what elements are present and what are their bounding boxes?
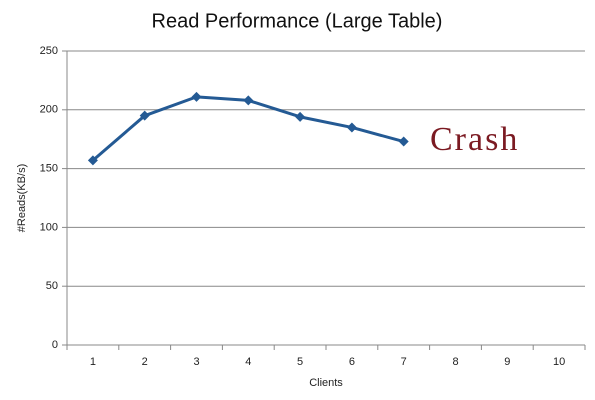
- annotation: Crash: [430, 121, 519, 158]
- x-tick-label: 4: [245, 356, 251, 368]
- data-point: [191, 91, 202, 102]
- x-axis-title: Clients: [309, 377, 343, 389]
- y-tick-label: 150: [40, 163, 58, 175]
- data-point: [87, 155, 98, 166]
- y-tick-label: 100: [40, 221, 58, 233]
- x-tick-label: 1: [90, 356, 96, 368]
- x-tick-label: 7: [401, 356, 407, 368]
- y-tick-label: 0: [52, 339, 58, 351]
- x-tick-label: 2: [142, 356, 148, 368]
- x-tick-label: 8: [452, 356, 458, 368]
- y-axis-title: #Reads(KB/s): [16, 164, 28, 232]
- data-point: [398, 136, 409, 147]
- x-tick-label: 3: [193, 356, 199, 368]
- x-tick-label: 9: [504, 356, 510, 368]
- data-point: [243, 95, 254, 106]
- data-point: [139, 110, 150, 121]
- x-tick-label: 6: [349, 356, 355, 368]
- x-tick-label: 5: [297, 356, 303, 368]
- data-point: [346, 122, 357, 133]
- chart-title: Read Performance (Large Table): [152, 10, 443, 32]
- y-tick-label: 200: [40, 104, 58, 116]
- y-tick-label: 250: [40, 45, 58, 57]
- y-tick-label: 50: [46, 280, 58, 292]
- x-tick-label: 10: [553, 356, 565, 368]
- series-line: [91, 95, 405, 162]
- data-point: [295, 111, 306, 122]
